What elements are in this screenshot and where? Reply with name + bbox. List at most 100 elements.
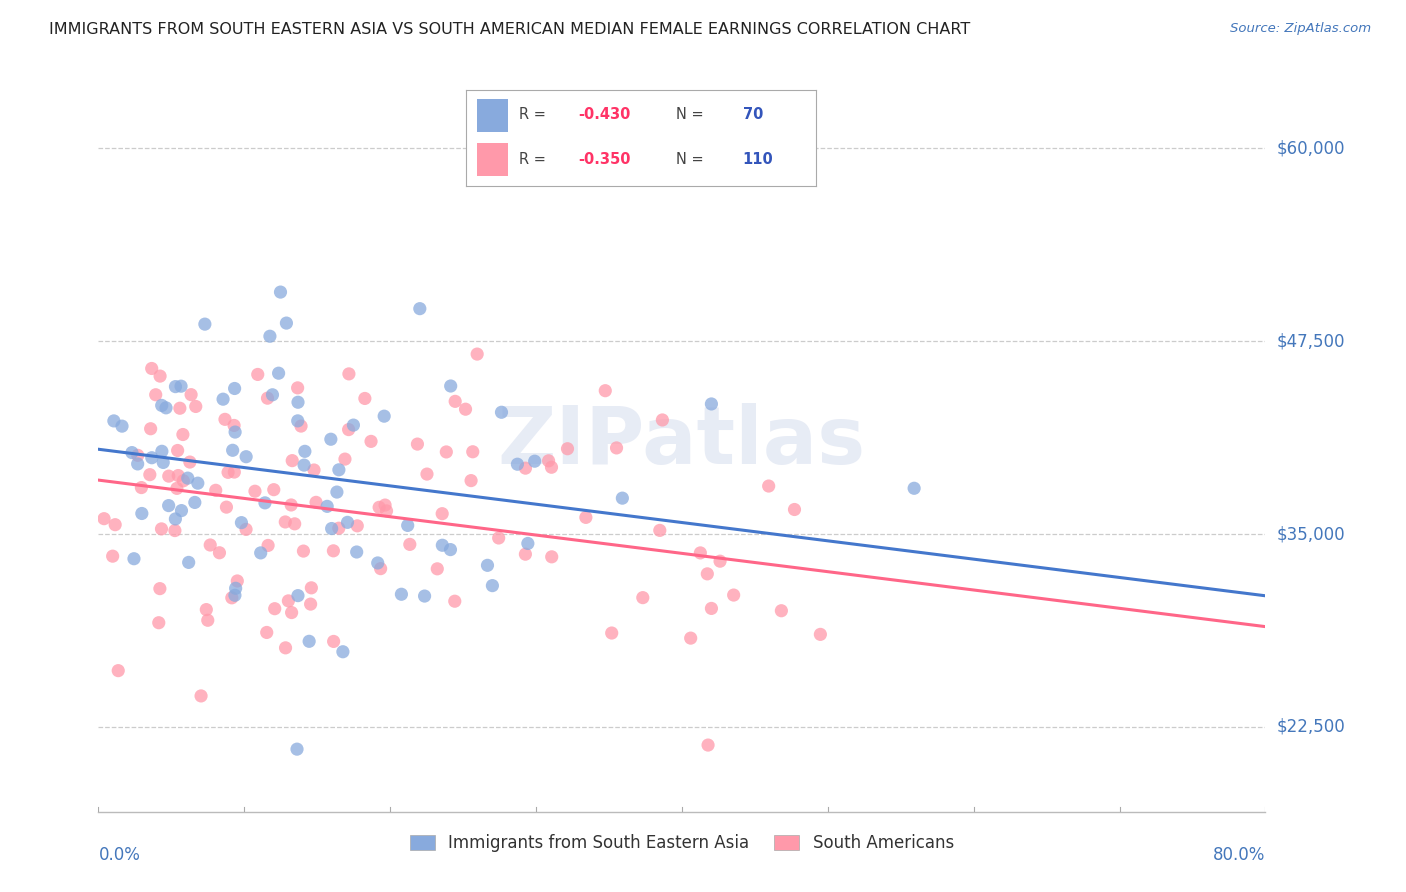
- Text: $35,000: $35,000: [1277, 525, 1346, 543]
- Point: [523, 454, 546, 468]
- Point: [488, 531, 510, 545]
- Point: [328, 521, 350, 535]
- Point: [256, 625, 278, 640]
- Point: [426, 562, 449, 576]
- Point: [319, 432, 342, 446]
- Point: [212, 392, 235, 407]
- Point: [170, 503, 193, 517]
- Point: [465, 347, 488, 361]
- Point: [430, 507, 453, 521]
- Point: [287, 414, 309, 428]
- Text: IMMIGRANTS FROM SOUTH EASTERN ASIA VS SOUTH AMERICAN MEDIAN FEMALE EARNINGS CORR: IMMIGRANTS FROM SOUTH EASTERN ASIA VS SO…: [49, 22, 970, 37]
- Point: [298, 634, 321, 648]
- Point: [322, 544, 344, 558]
- Point: [267, 366, 290, 380]
- Point: [606, 441, 628, 455]
- Point: [679, 631, 702, 645]
- Point: [299, 581, 322, 595]
- Point: [631, 591, 654, 605]
- Point: [328, 463, 350, 477]
- Point: [575, 510, 598, 524]
- Point: [221, 591, 243, 605]
- Text: Source: ZipAtlas.com: Source: ZipAtlas.com: [1230, 22, 1371, 36]
- Point: [302, 463, 325, 477]
- Point: [141, 361, 163, 376]
- Point: [280, 498, 302, 512]
- Point: [284, 516, 307, 531]
- Point: [336, 516, 359, 530]
- Point: [127, 448, 149, 462]
- Point: [700, 601, 723, 615]
- Point: [167, 468, 190, 483]
- Point: [700, 397, 723, 411]
- Point: [432, 538, 454, 552]
- Point: [277, 594, 299, 608]
- Point: [322, 634, 344, 648]
- Point: [540, 460, 562, 475]
- Point: [197, 613, 219, 627]
- Point: [194, 317, 217, 331]
- Point: [651, 413, 673, 427]
- Point: [231, 516, 253, 530]
- Point: [263, 483, 285, 497]
- Text: ZIPatlas: ZIPatlas: [498, 402, 866, 481]
- Point: [235, 450, 257, 464]
- Point: [253, 496, 276, 510]
- Point: [184, 400, 207, 414]
- Point: [169, 401, 191, 416]
- Point: [648, 524, 671, 538]
- Point: [354, 392, 377, 406]
- Point: [454, 402, 477, 417]
- Point: [808, 627, 831, 641]
- Point: [557, 442, 579, 456]
- Point: [460, 474, 482, 488]
- Point: [141, 450, 163, 465]
- Point: [157, 499, 180, 513]
- Point: [783, 502, 806, 516]
- Point: [287, 395, 309, 409]
- Point: [346, 545, 368, 559]
- Point: [145, 388, 167, 402]
- Point: [709, 554, 731, 568]
- Point: [903, 481, 925, 495]
- Point: [222, 418, 245, 433]
- Point: [332, 645, 354, 659]
- Point: [243, 484, 266, 499]
- Point: [224, 465, 246, 479]
- Point: [391, 587, 413, 601]
- Point: [139, 467, 162, 482]
- Point: [195, 602, 218, 616]
- Point: [179, 455, 201, 469]
- Point: [439, 542, 461, 557]
- Point: [593, 384, 616, 398]
- Point: [396, 518, 419, 533]
- Point: [321, 522, 343, 536]
- Point: [305, 495, 328, 509]
- Point: [256, 391, 278, 405]
- Point: [217, 466, 239, 480]
- Point: [165, 512, 187, 526]
- Point: [287, 589, 309, 603]
- Point: [337, 423, 360, 437]
- Point: [225, 582, 247, 596]
- Point: [170, 379, 193, 393]
- Point: [111, 419, 134, 434]
- Point: [177, 471, 200, 485]
- Point: [177, 556, 200, 570]
- Point: [516, 536, 538, 550]
- Point: [200, 538, 222, 552]
- Point: [184, 495, 207, 509]
- Point: [477, 558, 499, 573]
- Point: [172, 427, 194, 442]
- Point: [93, 511, 115, 525]
- Point: [150, 444, 173, 458]
- Point: [537, 454, 560, 468]
- Point: [165, 379, 187, 393]
- Point: [440, 379, 463, 393]
- Point: [131, 481, 153, 495]
- Point: [157, 469, 180, 483]
- Point: [612, 491, 634, 505]
- Point: [280, 606, 302, 620]
- Point: [337, 367, 360, 381]
- Legend: Immigrants from South Eastern Asia, South Americans: Immigrants from South Eastern Asia, Sout…: [404, 828, 960, 859]
